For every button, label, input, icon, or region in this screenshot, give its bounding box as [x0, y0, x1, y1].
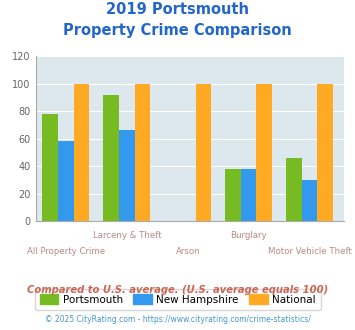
Bar [135, 83, 150, 221]
Bar [302, 180, 317, 221]
Text: Compared to U.S. average. (U.S. average equals 100): Compared to U.S. average. (U.S. average … [27, 285, 328, 295]
Text: 2019 Portsmouth: 2019 Portsmouth [106, 2, 249, 16]
Text: All Property Crime: All Property Crime [27, 248, 105, 256]
Bar [241, 169, 256, 221]
Text: Property Crime Comparison: Property Crime Comparison [63, 23, 292, 38]
Legend: Portsmouth, New Hampshire, National: Portsmouth, New Hampshire, National [34, 289, 321, 310]
Bar [74, 83, 89, 221]
Text: © 2025 CityRating.com - https://www.cityrating.com/crime-statistics/: © 2025 CityRating.com - https://www.city… [45, 315, 310, 324]
Bar [119, 130, 135, 221]
Text: Larceny & Theft: Larceny & Theft [93, 231, 161, 240]
Bar [103, 95, 119, 221]
Text: Arson: Arson [175, 248, 200, 256]
Text: Burglary: Burglary [230, 231, 267, 240]
Bar [317, 83, 333, 221]
Text: Motor Vehicle Theft: Motor Vehicle Theft [268, 248, 351, 256]
Bar [196, 83, 211, 221]
Bar [256, 83, 272, 221]
Bar [43, 114, 58, 221]
Bar [58, 141, 74, 221]
Bar [225, 169, 241, 221]
Bar [286, 158, 302, 221]
